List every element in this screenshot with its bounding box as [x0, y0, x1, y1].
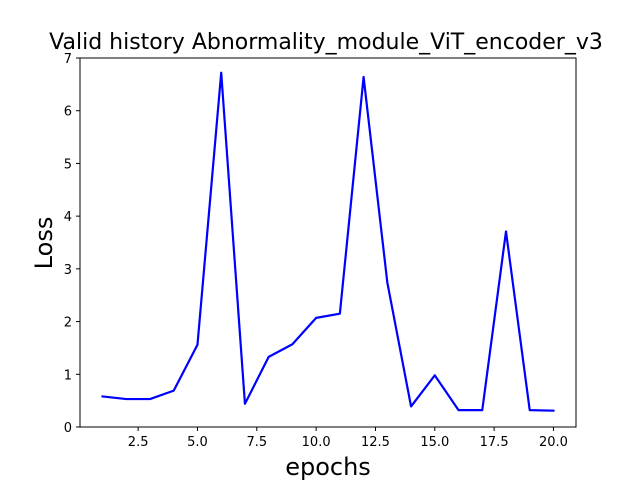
y-tick-label: 6: [64, 105, 72, 120]
y-tick-label: 5: [64, 157, 72, 172]
x-tick-label: 7.5: [246, 435, 267, 450]
plot-area: [79, 57, 577, 428]
x-tick-label: 20.0: [539, 435, 568, 450]
series-layer: [101, 71, 555, 412]
y-axis-label: Loss: [30, 217, 58, 270]
x-axis: 2.5 5.0 7.5 10.0 12.5 15.0 17.5 20.0: [128, 427, 568, 450]
x-tick-label: 15.0: [420, 435, 449, 450]
y-tick-label: 0: [64, 421, 72, 436]
x-tick-label: 2.5: [128, 435, 149, 450]
y-axis: 0 1 2 3 4 5 6 7: [64, 52, 80, 436]
y-tick-label: 3: [64, 263, 72, 278]
y-tick-label: 7: [64, 52, 72, 67]
y-tick-label: 2: [64, 316, 72, 331]
x-tick-label: 10.0: [302, 435, 331, 450]
y-tick-label: 1: [64, 368, 72, 383]
series-line: [101, 71, 555, 412]
y-tick-label: 4: [64, 210, 72, 225]
plot-border: [79, 57, 577, 428]
chart-title: Valid history Abnormality_module_ViT_enc…: [49, 30, 603, 55]
x-tick-label: 12.5: [361, 435, 390, 450]
x-axis-label: epochs: [285, 453, 371, 480]
x-tick-label: 17.5: [480, 435, 509, 450]
x-tick-label: 5.0: [187, 435, 208, 450]
